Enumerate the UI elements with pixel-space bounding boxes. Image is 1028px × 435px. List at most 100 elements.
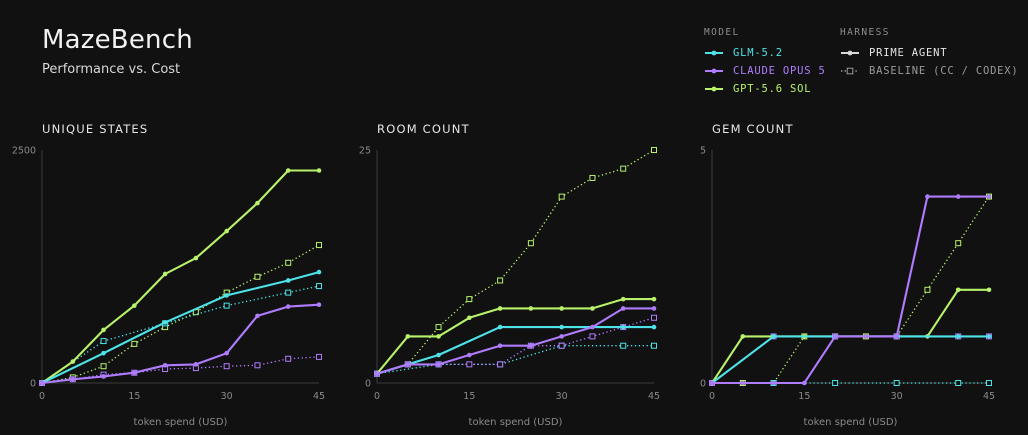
legend-model-label: CLAUDE OPUS 5 xyxy=(733,65,826,77)
series-baseline xyxy=(374,342,657,377)
data-point xyxy=(651,342,657,349)
data-point xyxy=(863,334,869,339)
chart-panel: ROOM COUNT 25 00 15 30 45 token spend (USD) xyxy=(359,122,660,428)
legend-model-item: GPT-5.6 SOL xyxy=(704,80,826,98)
data-point xyxy=(101,327,106,333)
data-point xyxy=(832,380,839,386)
data-point xyxy=(620,306,626,311)
legend-model-label: GPT-5.6 SOL xyxy=(733,83,812,95)
x-tick-label: 30 xyxy=(221,391,233,402)
series-line xyxy=(41,271,320,384)
data-point xyxy=(316,302,322,308)
data-point xyxy=(620,342,627,349)
x-tick-label: 15 xyxy=(128,391,140,402)
legend-harness: HARNESS PRIME AGENT BASELINE (CC / CODEX) xyxy=(840,27,1019,80)
series-line xyxy=(41,169,319,384)
series-prime-agent xyxy=(709,334,992,386)
data-point xyxy=(620,165,627,172)
data-point xyxy=(559,324,564,330)
data-point xyxy=(497,343,503,349)
data-point xyxy=(589,174,596,181)
data-point xyxy=(466,361,473,368)
legend-model-heading: MODEL xyxy=(704,27,740,38)
x-tick-label: 30 xyxy=(891,391,903,402)
y-tick-label: 0 xyxy=(30,379,36,390)
legend-line-swatch xyxy=(841,50,859,56)
series-line xyxy=(711,335,989,384)
data-point xyxy=(955,380,962,386)
page-subtitle: Performance vs. Cost xyxy=(42,62,181,77)
legend-model-item: CLAUDE OPUS 5 xyxy=(704,62,826,80)
x-tick-label: 15 xyxy=(798,391,810,402)
data-point xyxy=(39,380,45,386)
y-tick-label: 5 xyxy=(700,146,706,157)
data-point xyxy=(893,380,900,386)
legend-model: MODEL GLM-5.2 CLAUDE OPUS 5 GPT-5.6 SOL xyxy=(704,27,826,98)
legend-model-item: GLM-5.2 xyxy=(704,44,826,62)
x-axis-label: token spend (USD) xyxy=(469,417,563,428)
series-line xyxy=(376,149,655,375)
data-point xyxy=(436,352,441,358)
data-point xyxy=(285,168,291,173)
data-point xyxy=(316,242,322,249)
data-point xyxy=(740,380,746,386)
data-point xyxy=(559,334,564,339)
data-point xyxy=(590,324,595,330)
x-tick-label: 45 xyxy=(648,391,660,402)
legend-harness-list: PRIME AGENT BASELINE (CC / CODEX) xyxy=(840,44,1019,80)
series-baseline xyxy=(374,147,657,377)
data-point xyxy=(955,334,961,339)
legend-harness-label: PRIME AGENT xyxy=(869,47,948,59)
data-point xyxy=(285,278,291,283)
legend-harness-item: PRIME AGENT xyxy=(840,44,1019,62)
data-point xyxy=(254,273,261,280)
series-line xyxy=(711,335,989,384)
data-point xyxy=(497,306,503,311)
data-point xyxy=(558,193,565,200)
data-point xyxy=(955,240,962,247)
series-prime-agent xyxy=(374,306,657,376)
data-point xyxy=(651,314,657,321)
data-point xyxy=(651,306,657,311)
series-prime-agent xyxy=(39,269,322,386)
data-point xyxy=(162,271,168,277)
data-point xyxy=(255,200,260,206)
chart-panel: GEM COUNT 5 00 15 30 45 token spend (USD) xyxy=(700,122,995,428)
data-point xyxy=(924,286,931,293)
data-point xyxy=(894,334,899,339)
x-tick-label: 0 xyxy=(709,391,715,402)
page-title: MazeBench xyxy=(42,25,193,55)
data-point xyxy=(100,363,107,370)
data-point xyxy=(740,334,746,339)
data-point xyxy=(70,359,76,364)
data-point xyxy=(497,324,503,330)
data-point xyxy=(527,240,534,247)
x-tick-label: 15 xyxy=(463,391,475,402)
series-line xyxy=(41,244,320,384)
data-point xyxy=(802,380,807,386)
data-point xyxy=(986,287,992,293)
data-point xyxy=(223,302,230,309)
data-point xyxy=(651,324,657,330)
data-point xyxy=(285,259,292,266)
legend-model-label: GLM-5.2 xyxy=(733,47,783,59)
data-point xyxy=(955,194,961,199)
legend-line-swatch xyxy=(705,50,723,56)
legend-model-list: GLM-5.2 CLAUDE OPUS 5 GPT-5.6 SOL xyxy=(704,44,826,98)
data-point xyxy=(224,293,229,298)
series-line xyxy=(712,195,989,385)
x-tick-label: 45 xyxy=(983,391,995,402)
data-point xyxy=(316,269,322,275)
series-baseline xyxy=(709,193,992,386)
data-point xyxy=(771,380,776,386)
data-point xyxy=(101,374,106,379)
x-tick-label: 30 xyxy=(556,391,568,402)
data-point xyxy=(316,353,322,360)
data-point xyxy=(497,361,504,368)
x-tick-label: 0 xyxy=(39,391,45,402)
data-point xyxy=(162,362,168,368)
series-line xyxy=(376,307,654,375)
data-point xyxy=(651,147,657,153)
series-line xyxy=(376,298,654,375)
